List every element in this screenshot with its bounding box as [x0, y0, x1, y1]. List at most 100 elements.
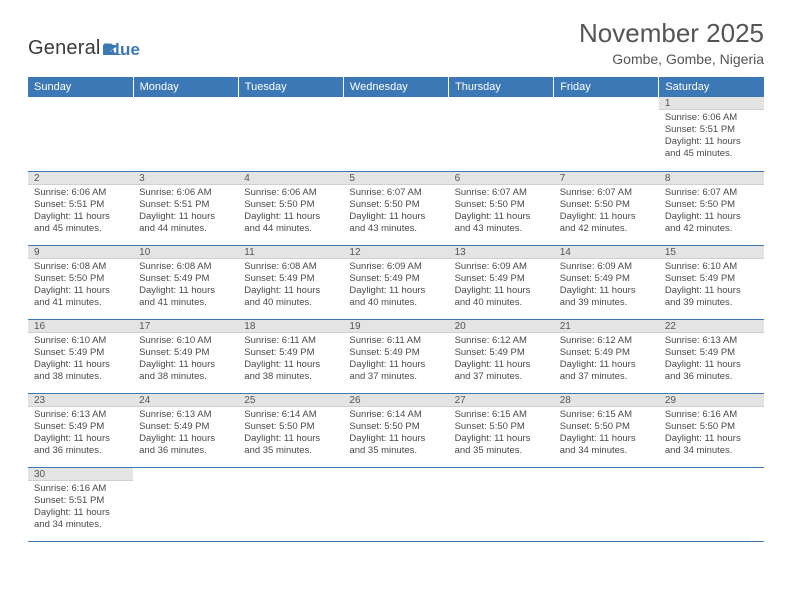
sunrise-text: Sunrise: 6:11 AM	[349, 335, 442, 347]
sunrise-text: Sunrise: 6:07 AM	[349, 187, 442, 199]
daylight-text: and 34 minutes.	[560, 445, 653, 457]
calendar-day-cell: 20Sunrise: 6:12 AMSunset: 5:49 PMDayligh…	[449, 319, 554, 393]
day-number: 20	[449, 320, 554, 333]
daylight-text: and 40 minutes.	[349, 297, 442, 309]
day-number: 18	[238, 320, 343, 333]
calendar-day-cell	[554, 97, 659, 171]
daylight-text: and 42 minutes.	[665, 223, 758, 235]
sunset-text: Sunset: 5:49 PM	[455, 347, 548, 359]
day-number	[554, 468, 659, 481]
calendar-day-cell: 29Sunrise: 6:16 AMSunset: 5:50 PMDayligh…	[659, 393, 764, 467]
daylight-text: Daylight: 11 hours	[139, 211, 232, 223]
calendar-day-cell	[238, 97, 343, 171]
sunset-text: Sunset: 5:50 PM	[665, 421, 758, 433]
daylight-text: Daylight: 11 hours	[455, 359, 548, 371]
sunset-text: Sunset: 5:50 PM	[455, 199, 548, 211]
daylight-text: and 37 minutes.	[349, 371, 442, 383]
day-number	[133, 97, 238, 110]
sunset-text: Sunset: 5:49 PM	[139, 421, 232, 433]
daylight-text: Daylight: 11 hours	[244, 433, 337, 445]
sunset-text: Sunset: 5:50 PM	[455, 421, 548, 433]
sunrise-text: Sunrise: 6:09 AM	[455, 261, 548, 273]
calendar-day-cell: 7Sunrise: 6:07 AMSunset: 5:50 PMDaylight…	[554, 171, 659, 245]
calendar-week-row: 16Sunrise: 6:10 AMSunset: 5:49 PMDayligh…	[28, 319, 764, 393]
day-number: 21	[554, 320, 659, 333]
day-number	[133, 468, 238, 481]
daylight-text: Daylight: 11 hours	[34, 507, 127, 519]
sunset-text: Sunset: 5:50 PM	[244, 421, 337, 433]
day-number: 7	[554, 172, 659, 185]
daylight-text: Daylight: 11 hours	[349, 433, 442, 445]
daylight-text: and 35 minutes.	[349, 445, 442, 457]
weekday-header: Tuesday	[238, 77, 343, 97]
sunrise-text: Sunrise: 6:09 AM	[560, 261, 653, 273]
sunrise-text: Sunrise: 6:06 AM	[244, 187, 337, 199]
calendar-day-cell: 17Sunrise: 6:10 AMSunset: 5:49 PMDayligh…	[133, 319, 238, 393]
day-number: 3	[133, 172, 238, 185]
daylight-text: Daylight: 11 hours	[139, 433, 232, 445]
header-bar: General Blue November 2025 Gombe, Gombe,…	[28, 18, 764, 67]
day-body: Sunrise: 6:14 AMSunset: 5:50 PMDaylight:…	[343, 407, 448, 461]
calendar-day-cell	[554, 467, 659, 541]
day-number: 14	[554, 246, 659, 259]
calendar-day-cell	[449, 97, 554, 171]
day-number	[449, 468, 554, 481]
calendar-week-row: 9Sunrise: 6:08 AMSunset: 5:50 PMDaylight…	[28, 245, 764, 319]
day-body: Sunrise: 6:07 AMSunset: 5:50 PMDaylight:…	[659, 185, 764, 239]
sunrise-text: Sunrise: 6:07 AM	[665, 187, 758, 199]
day-body: Sunrise: 6:07 AMSunset: 5:50 PMDaylight:…	[449, 185, 554, 239]
daylight-text: and 45 minutes.	[34, 223, 127, 235]
day-body: Sunrise: 6:13 AMSunset: 5:49 PMDaylight:…	[28, 407, 133, 461]
daylight-text: and 38 minutes.	[34, 371, 127, 383]
daylight-text: Daylight: 11 hours	[665, 359, 758, 371]
day-number: 17	[133, 320, 238, 333]
sunset-text: Sunset: 5:49 PM	[560, 273, 653, 285]
sunrise-text: Sunrise: 6:08 AM	[139, 261, 232, 273]
calendar-week-row: 30Sunrise: 6:16 AMSunset: 5:51 PMDayligh…	[28, 467, 764, 541]
weekday-header: Thursday	[449, 77, 554, 97]
daylight-text: and 39 minutes.	[560, 297, 653, 309]
sunset-text: Sunset: 5:51 PM	[34, 495, 127, 507]
sunset-text: Sunset: 5:50 PM	[560, 421, 653, 433]
day-number: 1	[659, 97, 764, 110]
calendar-day-cell	[133, 467, 238, 541]
day-body: Sunrise: 6:08 AMSunset: 5:49 PMDaylight:…	[133, 259, 238, 313]
calendar-day-cell: 10Sunrise: 6:08 AMSunset: 5:49 PMDayligh…	[133, 245, 238, 319]
weekday-header-row: Sunday Monday Tuesday Wednesday Thursday…	[28, 77, 764, 97]
day-number: 24	[133, 394, 238, 407]
daylight-text: Daylight: 11 hours	[139, 285, 232, 297]
day-body: Sunrise: 6:09 AMSunset: 5:49 PMDaylight:…	[554, 259, 659, 313]
daylight-text: and 36 minutes.	[139, 445, 232, 457]
day-body: Sunrise: 6:16 AMSunset: 5:51 PMDaylight:…	[28, 481, 133, 535]
daylight-text: Daylight: 11 hours	[455, 433, 548, 445]
weekday-header: Saturday	[659, 77, 764, 97]
sunrise-text: Sunrise: 6:16 AM	[665, 409, 758, 421]
calendar-day-cell: 6Sunrise: 6:07 AMSunset: 5:50 PMDaylight…	[449, 171, 554, 245]
sunset-text: Sunset: 5:50 PM	[34, 273, 127, 285]
calendar-day-cell: 14Sunrise: 6:09 AMSunset: 5:49 PMDayligh…	[554, 245, 659, 319]
sunrise-text: Sunrise: 6:06 AM	[34, 187, 127, 199]
calendar-day-cell: 26Sunrise: 6:14 AMSunset: 5:50 PMDayligh…	[343, 393, 448, 467]
sunset-text: Sunset: 5:51 PM	[34, 199, 127, 211]
page-title: November 2025	[579, 18, 764, 49]
calendar-day-cell: 5Sunrise: 6:07 AMSunset: 5:50 PMDaylight…	[343, 171, 448, 245]
day-number: 27	[449, 394, 554, 407]
day-body: Sunrise: 6:06 AMSunset: 5:50 PMDaylight:…	[238, 185, 343, 239]
sunrise-text: Sunrise: 6:12 AM	[560, 335, 653, 347]
day-body: Sunrise: 6:12 AMSunset: 5:49 PMDaylight:…	[449, 333, 554, 387]
daylight-text: and 41 minutes.	[139, 297, 232, 309]
day-body: Sunrise: 6:06 AMSunset: 5:51 PMDaylight:…	[659, 110, 764, 164]
day-body: Sunrise: 6:08 AMSunset: 5:50 PMDaylight:…	[28, 259, 133, 313]
weekday-header: Friday	[554, 77, 659, 97]
calendar-day-cell: 11Sunrise: 6:08 AMSunset: 5:49 PMDayligh…	[238, 245, 343, 319]
sunrise-text: Sunrise: 6:15 AM	[560, 409, 653, 421]
daylight-text: and 41 minutes.	[34, 297, 127, 309]
day-number: 2	[28, 172, 133, 185]
sunrise-text: Sunrise: 6:07 AM	[560, 187, 653, 199]
day-number: 29	[659, 394, 764, 407]
calendar-day-cell: 12Sunrise: 6:09 AMSunset: 5:49 PMDayligh…	[343, 245, 448, 319]
day-body: Sunrise: 6:15 AMSunset: 5:50 PMDaylight:…	[449, 407, 554, 461]
calendar-day-cell	[133, 97, 238, 171]
sunset-text: Sunset: 5:50 PM	[349, 199, 442, 211]
calendar-day-cell: 18Sunrise: 6:11 AMSunset: 5:49 PMDayligh…	[238, 319, 343, 393]
